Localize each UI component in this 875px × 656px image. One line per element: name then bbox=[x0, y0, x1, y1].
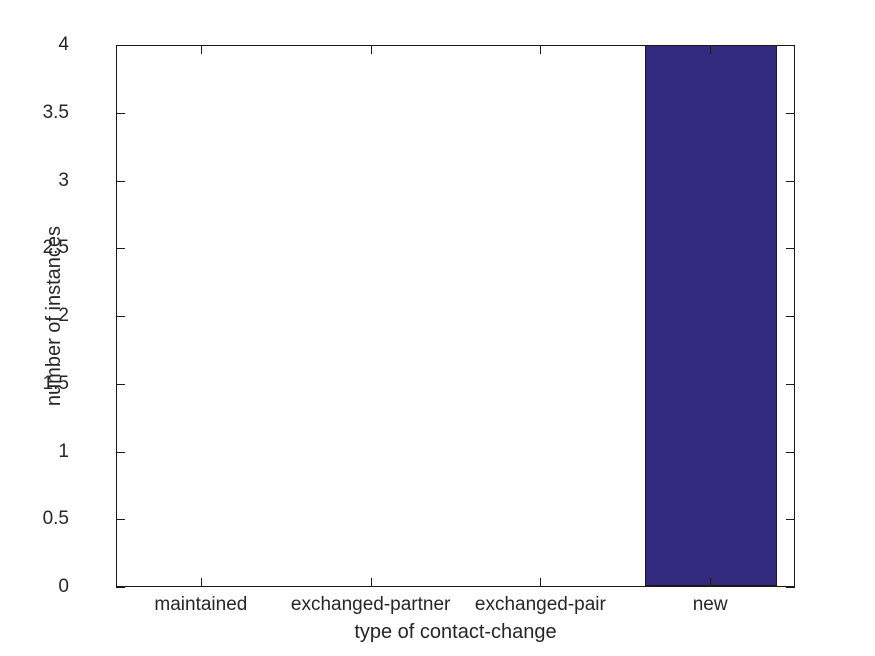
y-tick-label: 1 bbox=[58, 440, 69, 462]
x-tick-mark-top bbox=[540, 45, 542, 54]
y-tick-label: 3.5 bbox=[42, 101, 69, 123]
x-tick-label-maintained: maintained bbox=[154, 594, 248, 615]
x-tick-mark-top bbox=[710, 45, 712, 54]
y-tick-mark bbox=[116, 519, 125, 521]
x-tick-mark-top bbox=[200, 45, 202, 54]
y-tick-mark-right bbox=[786, 248, 795, 250]
y-tick-label: 2.5 bbox=[42, 237, 69, 259]
y-tick-mark-right bbox=[786, 451, 795, 453]
bars-layer bbox=[117, 46, 794, 586]
x-axis-label: type of contact-change bbox=[354, 621, 557, 643]
y-tick-mark bbox=[116, 248, 125, 250]
y-tick-mark bbox=[116, 180, 125, 182]
y-tick-mark-right bbox=[786, 180, 795, 182]
x-tick-label-exchanged-pair: exchanged-pair bbox=[474, 594, 606, 615]
x-tick-label-exchanged-partner: exchanged-partner bbox=[290, 594, 451, 615]
y-tick-mark-right bbox=[786, 383, 795, 385]
y-tick-mark-right bbox=[786, 587, 795, 588]
x-tick-mark bbox=[540, 578, 542, 587]
plot-area bbox=[116, 45, 795, 587]
y-tick-mark-right bbox=[786, 45, 795, 46]
y-tick-mark-right bbox=[786, 112, 795, 114]
y-tick-label: 3 bbox=[58, 169, 69, 191]
y-tick-mark bbox=[116, 451, 125, 453]
x-tick-mark-top bbox=[370, 45, 372, 54]
y-tick-mark bbox=[116, 316, 125, 317]
y-tick-mark bbox=[116, 383, 125, 385]
y-tick-mark-right bbox=[786, 316, 795, 317]
y-tick-label: 0 bbox=[58, 576, 69, 597]
y-axis-label: number of instances bbox=[43, 225, 65, 407]
y-tick-mark-right bbox=[786, 519, 795, 521]
x-tick-label-new: new bbox=[692, 594, 728, 615]
x-tick-mark bbox=[370, 578, 372, 587]
y-tick-mark bbox=[116, 45, 125, 46]
y-tick-mark bbox=[116, 112, 125, 114]
x-tick-mark bbox=[200, 578, 202, 587]
bar-new[interactable] bbox=[644, 46, 778, 586]
y-tick-label: 0.5 bbox=[42, 508, 69, 530]
x-tick-mark bbox=[710, 578, 712, 587]
y-tick-mark bbox=[116, 587, 125, 588]
y-tick-label: 2 bbox=[58, 305, 69, 326]
y-tick-label: 4 bbox=[58, 34, 69, 55]
y-tick-label: 1.5 bbox=[42, 372, 69, 394]
